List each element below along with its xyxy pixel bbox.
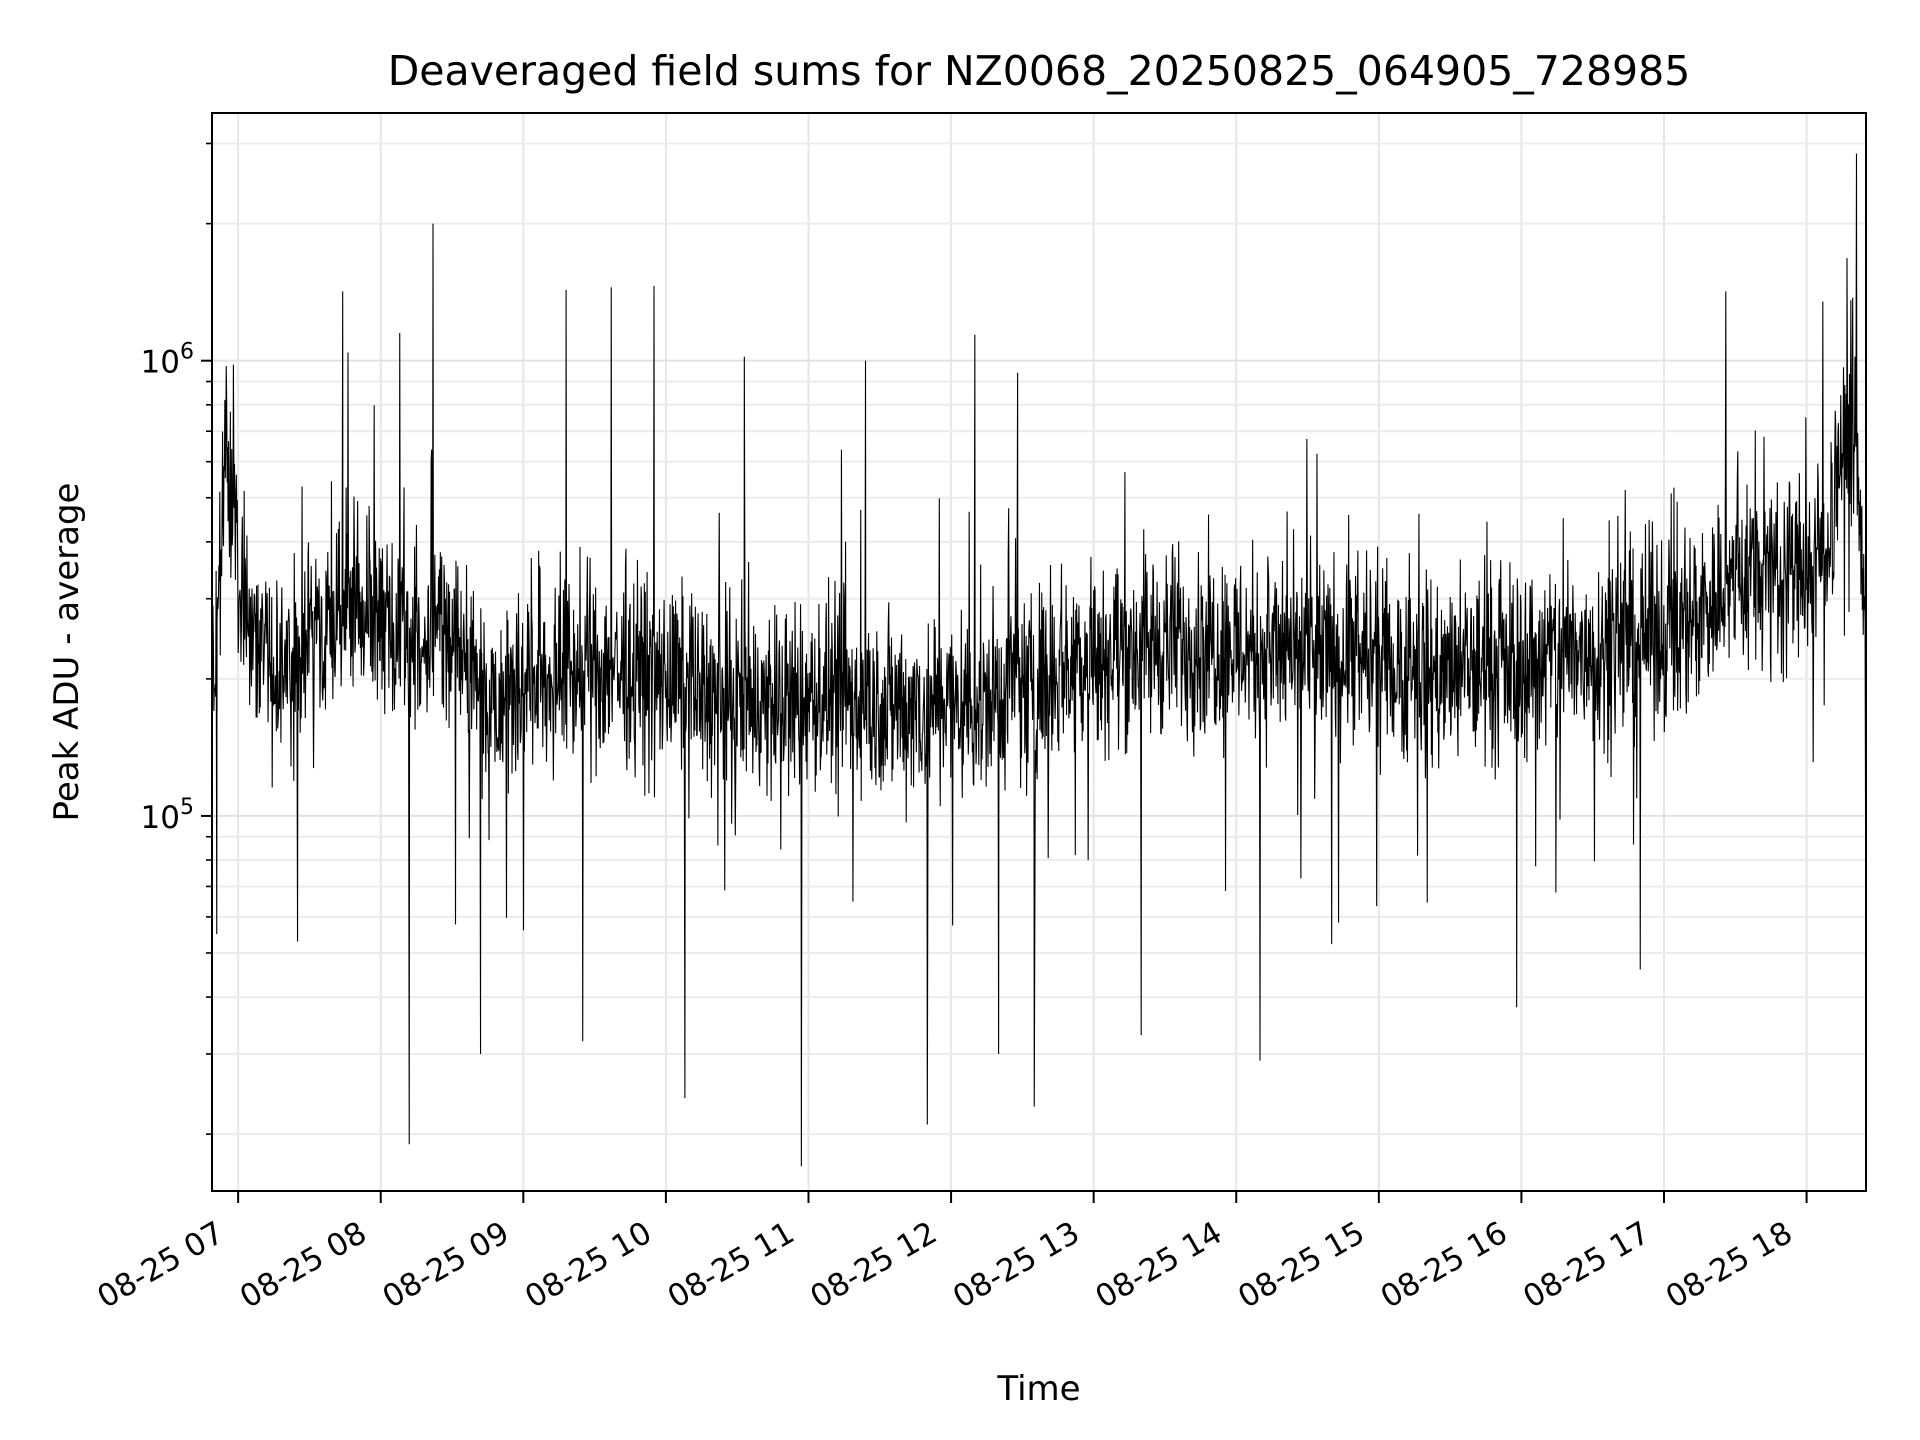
y-tick-label: 105 xyxy=(141,795,194,836)
x-axis-label: Time xyxy=(996,1369,1080,1409)
series-line xyxy=(211,153,1867,1167)
series-line-layer xyxy=(211,153,1867,1167)
y-axis: 105 106 xyxy=(141,142,212,1135)
chart-title: Deaveraged field sums for NZ0068_2025082… xyxy=(388,47,1691,95)
y-tick-label: 106 xyxy=(141,340,194,381)
y-axis-label: Peak ADU - average xyxy=(47,483,87,822)
plot-frame xyxy=(211,112,1867,1192)
